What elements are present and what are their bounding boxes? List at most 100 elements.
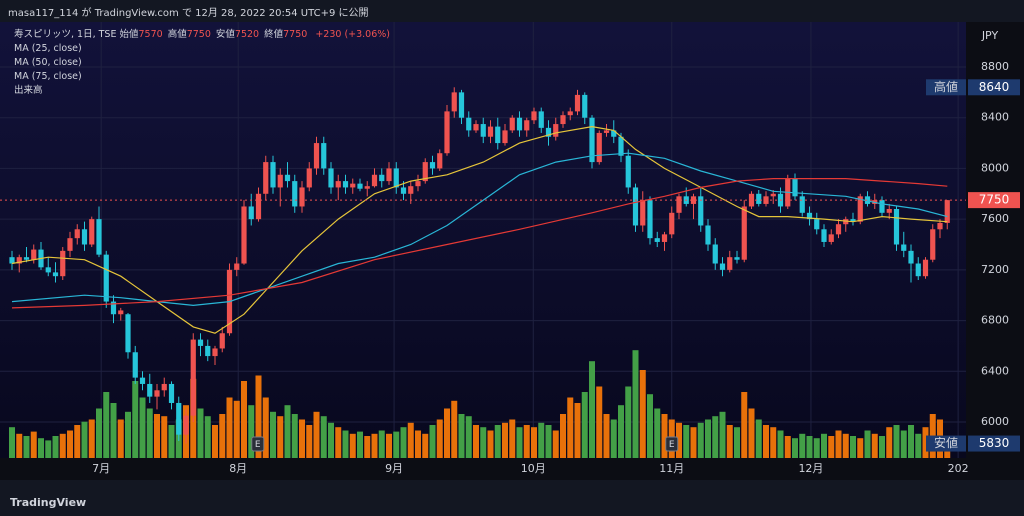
- volume-bar: [835, 430, 842, 458]
- candle-body: [67, 238, 73, 251]
- volume-bar: [871, 433, 878, 458]
- candle-body: [886, 209, 892, 213]
- volume-bar: [893, 425, 900, 458]
- candle-body: [669, 212, 675, 235]
- volume-bar: [451, 400, 458, 458]
- volume-bar: [277, 416, 284, 458]
- candle-body: [835, 224, 842, 235]
- volume-bar: [813, 438, 820, 458]
- volume-bar: [850, 436, 856, 458]
- candle-body: [632, 187, 639, 226]
- candle-body: [908, 250, 914, 264]
- field-value: 7570: [138, 29, 163, 40]
- volume-bar: [233, 400, 240, 458]
- candle-body: [719, 263, 726, 270]
- candle-body: [371, 174, 378, 187]
- candle-body: [429, 162, 436, 169]
- candle-body: [618, 136, 624, 156]
- x-tick-label: 12月: [798, 462, 823, 475]
- candle-body: [183, 415, 189, 435]
- high-label-badge: [926, 79, 966, 96]
- volume-bar: [922, 427, 929, 458]
- volume-bar: [74, 425, 81, 458]
- earnings-label: E: [669, 440, 675, 450]
- candle-body: [212, 348, 218, 357]
- candle-body: [495, 126, 501, 144]
- candle-body: [843, 219, 849, 225]
- earnings-marker: [665, 436, 679, 452]
- volume-bar: [516, 427, 523, 458]
- volume-bar: [632, 350, 639, 458]
- volume-bar: [262, 397, 269, 458]
- field-value: 7750: [283, 29, 308, 40]
- candle-body: [458, 92, 465, 118]
- candle-body: [879, 200, 885, 213]
- candle-body: [589, 117, 595, 163]
- volume-bar: [241, 381, 247, 458]
- volume-bar: [212, 425, 218, 458]
- candle-body: [16, 257, 22, 264]
- candle-body: [466, 117, 472, 131]
- candle-body: [292, 181, 298, 207]
- x-tick-label: 202: [948, 462, 969, 475]
- volume-bar: [828, 436, 835, 458]
- y-tick-label: 8000: [981, 161, 1009, 174]
- candle-body: [502, 130, 508, 144]
- candle-body: [756, 193, 762, 204]
- volume-bar: [335, 427, 342, 458]
- low-label: 安値: [934, 435, 958, 450]
- candle-body: [248, 206, 254, 220]
- volume-bar: [502, 422, 508, 458]
- volume-bar: [465, 416, 472, 458]
- candle-body: [821, 229, 827, 242]
- candle-body: [734, 257, 740, 260]
- candle-body: [625, 155, 631, 188]
- candle-body: [154, 390, 160, 397]
- candle-body: [596, 132, 602, 163]
- candle-body: [654, 238, 660, 242]
- volume-bar: [647, 394, 653, 458]
- candle-body: [234, 263, 240, 270]
- candle-body: [451, 92, 457, 112]
- volume-bar: [364, 436, 371, 458]
- candle-body: [727, 257, 733, 270]
- candle-body: [582, 94, 588, 118]
- volume-bar: [705, 419, 711, 458]
- volume-bar: [444, 408, 450, 458]
- moving-average: [11, 178, 948, 309]
- volume-bar: [523, 425, 530, 458]
- volume-bar: [473, 425, 479, 458]
- volume-bar: [748, 408, 755, 458]
- volume-bar: [755, 419, 762, 458]
- legend-entry: MA (50, close): [14, 57, 82, 68]
- candle-body: [922, 259, 929, 277]
- candle-body: [357, 183, 363, 189]
- volume-bar: [96, 408, 102, 458]
- volume-bar: [538, 422, 545, 458]
- candle-body: [531, 111, 537, 121]
- volume-bar: [596, 386, 603, 458]
- volume-bar: [690, 427, 697, 458]
- volume-bar: [654, 408, 661, 458]
- candle-body: [328, 168, 334, 188]
- candle-body: [110, 301, 117, 315]
- candle-body: [60, 250, 66, 277]
- candle-body: [444, 111, 450, 154]
- volume-bar: [603, 414, 610, 458]
- volume-bar: [799, 433, 806, 458]
- y-tick-label: 6400: [981, 364, 1009, 377]
- candle-body: [23, 257, 30, 260]
- candle-body: [197, 339, 204, 346]
- volume-bar: [908, 425, 914, 458]
- candle-body: [342, 181, 349, 188]
- candle-body: [937, 222, 943, 230]
- candle-body: [364, 186, 370, 189]
- candle-body: [393, 168, 399, 188]
- time-axis: [0, 458, 966, 480]
- volume-bar: [915, 433, 922, 458]
- candle-body: [553, 124, 559, 137]
- candle-body: [524, 120, 530, 131]
- volume-bar: [378, 430, 385, 458]
- earnings-label: E: [255, 440, 261, 450]
- candle-body: [52, 272, 59, 277]
